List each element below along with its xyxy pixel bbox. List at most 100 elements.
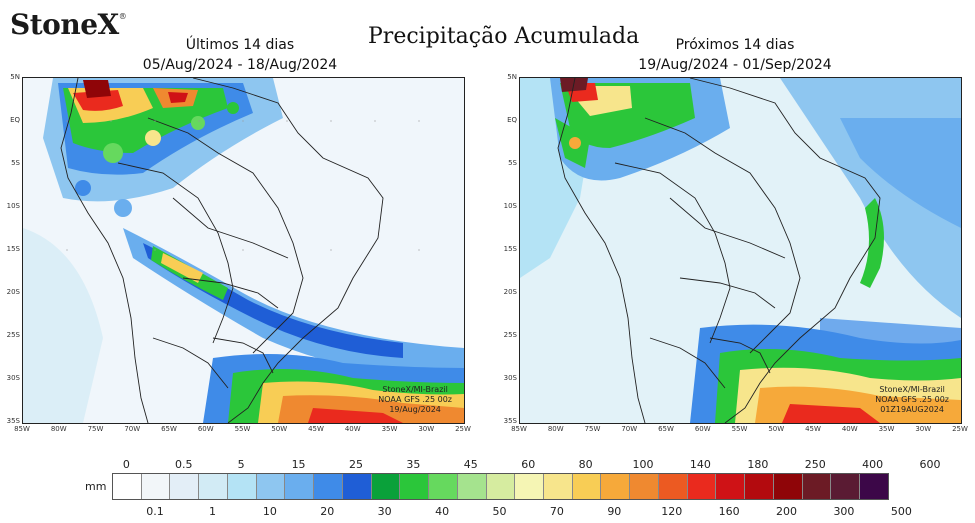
right-data-credit: StoneX/MI-Brazil NOAA GFS .25 00z 01Z19A… xyxy=(875,385,949,414)
stonex-logo: StoneX® xyxy=(10,8,127,41)
legend-bottom-label: 20 xyxy=(320,505,335,518)
lon-tick-label: 65W xyxy=(658,425,674,433)
legend-swatch xyxy=(285,474,315,499)
lon-tick-label: 50W xyxy=(768,425,785,433)
lon-tick-label: 35W xyxy=(878,425,895,433)
left-date-range: 05/Aug/2024 - 18/Aug/2024 xyxy=(142,57,338,73)
left-data-credit: StoneX/MI-Brazil NOAA GFS .25 00z 19/Aug… xyxy=(378,385,452,414)
right-period-label: Próximos 14 dias xyxy=(675,37,795,53)
legend-swatch xyxy=(141,474,171,499)
legend-top-label: 0 xyxy=(122,458,130,471)
lon-tick-label: 80W xyxy=(547,425,564,433)
legend-top-label: 400 xyxy=(862,458,884,471)
legend-bottom-label: 70 xyxy=(549,505,564,518)
legend-bottom-label: 0.1 xyxy=(146,505,164,518)
lat-tick-label: 5N xyxy=(507,73,517,81)
legend-bottom-label: 30 xyxy=(377,505,392,518)
legend-swatch xyxy=(199,474,228,499)
legend-top-label: 100 xyxy=(632,458,654,471)
lon-tick-label: 85W xyxy=(14,425,30,433)
legend-bottom-label: 50 xyxy=(492,505,507,518)
legend-bottom-label: 120 xyxy=(661,505,683,518)
lat-tick-label: 5S xyxy=(11,159,20,167)
legend-bottom-label: 200 xyxy=(776,505,798,518)
legend-swatch xyxy=(113,474,142,499)
left-period-label: Últimos 14 dias xyxy=(185,37,295,53)
legend-top-label: 600 xyxy=(919,458,941,471)
legend-swatch xyxy=(630,474,659,499)
legend-swatch xyxy=(831,474,861,499)
lon-tick-label: 85W xyxy=(511,425,527,433)
legend-swatch xyxy=(802,474,832,499)
lat-tick-label: 10S xyxy=(6,202,20,210)
lon-tick-label: 50W xyxy=(271,425,288,433)
legend-swatch xyxy=(515,474,545,499)
lat-tick-label: 35S xyxy=(503,417,517,425)
lat-tick-label: 25S xyxy=(6,331,20,339)
lon-tick-label: 55W xyxy=(731,425,748,433)
legend-swatch xyxy=(601,474,631,499)
legend-swatch xyxy=(342,474,372,499)
legend-swatch xyxy=(371,474,401,499)
lat-tick-label: 30S xyxy=(503,374,517,382)
legend-swatch xyxy=(773,474,803,499)
lon-tick-label: 80W xyxy=(50,425,67,433)
graticule xyxy=(66,120,420,251)
legend-top-label: 140 xyxy=(689,458,711,471)
legend-bottom-label: 90 xyxy=(607,505,622,518)
legend-swatch xyxy=(314,474,343,499)
legend-top-label: 250 xyxy=(804,458,826,471)
legend-bottom-label: 1 xyxy=(208,505,216,518)
left-panel-heading: Últimos 14 dias 05/Aug/2024 - 18/Aug/202… xyxy=(130,35,350,75)
legend-swatch xyxy=(400,474,430,499)
legend-swatch xyxy=(716,474,746,499)
legend-top-label: 60 xyxy=(521,458,536,471)
lon-tick-label: 30W xyxy=(915,425,932,433)
legend-swatch xyxy=(544,474,573,499)
legend-swatch xyxy=(745,474,774,499)
legend-bottom-label: 40 xyxy=(435,505,450,518)
legend-top-label: 180 xyxy=(747,458,769,471)
lat-tick-label: 5N xyxy=(10,73,20,81)
precip-map-past xyxy=(23,78,464,423)
precip-map-forecast xyxy=(520,78,961,423)
lon-tick-label: 40W xyxy=(344,425,361,433)
lat-tick-label: 35S xyxy=(6,417,20,425)
right-panel-heading: Próximos 14 dias 19/Aug/2024 - 01/Sep/20… xyxy=(625,35,845,75)
lon-tick-label: 25W xyxy=(952,425,968,433)
legend-bottom-label: 500 xyxy=(890,505,912,518)
lat-tick-label: 25S xyxy=(503,331,517,339)
legend-swatch xyxy=(227,474,257,499)
lon-tick-label: 40W xyxy=(841,425,858,433)
legend-swatch xyxy=(572,474,602,499)
legend-swatch xyxy=(457,474,487,499)
lon-tick-label: 75W xyxy=(584,425,601,433)
legend-swatch xyxy=(256,474,286,499)
lat-tick-label: 15S xyxy=(503,245,517,253)
lon-tick-label: 75W xyxy=(87,425,104,433)
lon-tick-label: 30W xyxy=(418,425,435,433)
legend-top-label: 0.5 xyxy=(175,458,193,471)
legend-top-label: 25 xyxy=(348,458,363,471)
legend-top-label: 80 xyxy=(578,458,593,471)
map-past-14-days: StoneX/MI-Brazil NOAA GFS .25 00z 19/Aug… xyxy=(22,77,465,424)
legend-top-label: 15 xyxy=(291,458,306,471)
lon-tick-label: 70W xyxy=(124,425,141,433)
lon-tick-label: 45W xyxy=(805,425,821,433)
lon-tick-label: 60W xyxy=(694,425,711,433)
lon-tick-label: 70W xyxy=(621,425,638,433)
lat-tick-label: 10S xyxy=(503,202,517,210)
precip-color-scale xyxy=(112,473,889,500)
right-date-range: 19/Aug/2024 - 01/Sep/2024 xyxy=(638,57,832,73)
legend-swatch xyxy=(658,474,688,499)
legend-swatch xyxy=(170,474,200,499)
lat-tick-label: EQ xyxy=(10,116,20,124)
legend-bottom-label: 160 xyxy=(718,505,740,518)
legend-swatch xyxy=(687,474,717,499)
legend-unit: mm xyxy=(85,480,107,493)
lon-tick-label: 35W xyxy=(381,425,398,433)
lat-tick-label: 20S xyxy=(503,288,517,296)
legend-bottom-label: 300 xyxy=(833,505,855,518)
legend-top-label: 45 xyxy=(463,458,478,471)
lat-tick-label: 30S xyxy=(6,374,20,382)
